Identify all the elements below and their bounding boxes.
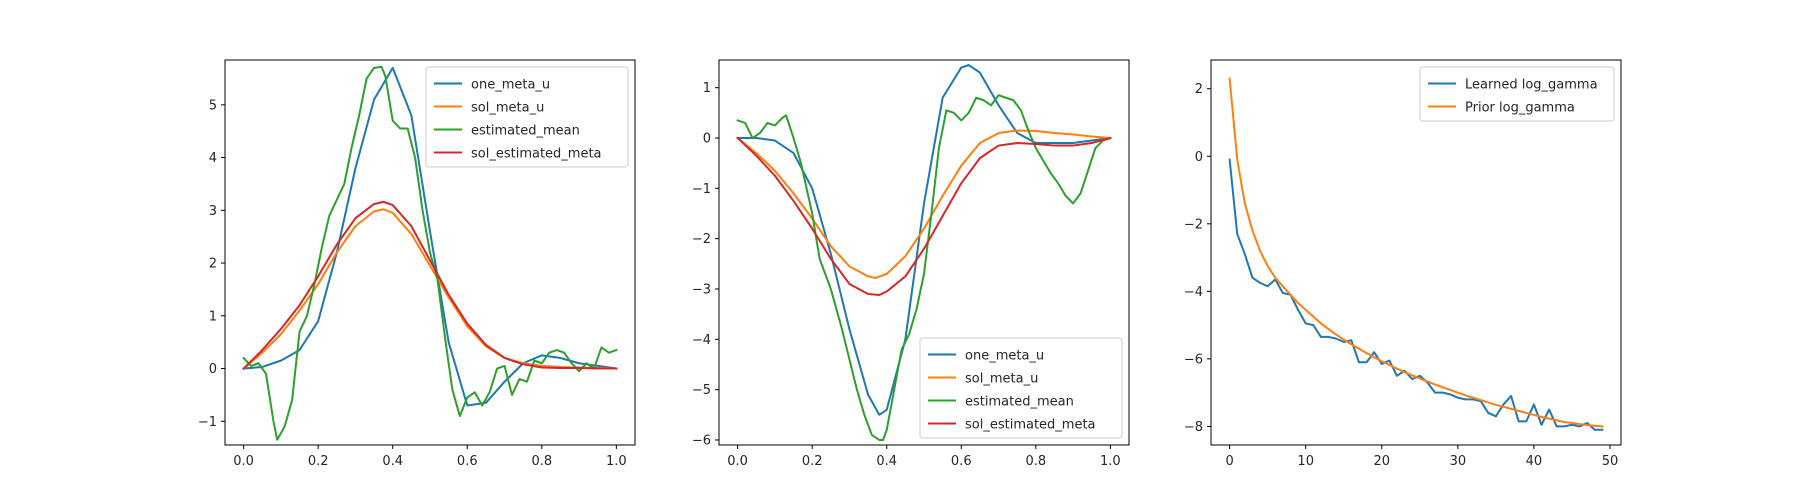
x-tick-label: 0.6 (951, 454, 972, 469)
y-tick-label: −5 (692, 383, 711, 398)
series-line-1 (242, 66, 618, 407)
x-tick-label: 1.0 (606, 454, 627, 469)
series-line-4 (242, 200, 618, 370)
y-tick-label: 4 (209, 151, 217, 166)
x-tick-label: 0.2 (802, 454, 823, 469)
y-tick-label: −4 (1184, 285, 1203, 300)
series-line-2 (1228, 77, 1604, 428)
legend-label: estimated_mean (965, 395, 1074, 410)
legend: one_meta_u sol_meta_u estimated_mean sol_es… (919, 337, 1123, 439)
x-tick-label: 10 (1297, 454, 1314, 469)
legend-label: one_meta_u (965, 349, 1044, 364)
legend-box (919, 337, 1123, 439)
series-line-2 (736, 129, 1112, 279)
x-tick-label: 0.8 (1025, 454, 1046, 469)
x-tick-label: 30 (1450, 454, 1467, 469)
x-tick-label: 40 (1526, 454, 1543, 469)
series-line-3 (736, 94, 1112, 441)
y-tick-label: 0 (1195, 150, 1203, 165)
y-tick-label: 0 (209, 362, 217, 377)
y-tick-label: −2 (1184, 217, 1203, 232)
legend-label: estimated_mean (471, 124, 580, 139)
series-line-3 (242, 65, 618, 441)
y-tick-label: −8 (1184, 420, 1203, 435)
axes-frame (224, 59, 636, 446)
y-tick-label: −6 (1184, 352, 1203, 367)
y-tick-label: 5 (209, 98, 217, 113)
legend-label: sol_meta_u (471, 101, 544, 116)
y-tick-label: 1 (703, 81, 711, 96)
legend-label: sol_estimated_meta (471, 147, 602, 162)
legend-label: Prior log_gamma (1465, 101, 1575, 116)
series-line-1 (1228, 158, 1604, 431)
legend: one_meta_u sol_meta_u estimated_mean sol_es… (425, 66, 629, 168)
x-tick-label: 0 (1225, 454, 1233, 469)
legend-label: sol_meta_u (965, 372, 1038, 387)
x-tick-label: 0.0 (233, 454, 254, 469)
x-tick-label: 1.0 (1100, 454, 1121, 469)
axes-frame (1210, 59, 1622, 446)
legend-box (1419, 66, 1615, 122)
y-tick-label: 2 (1195, 82, 1203, 97)
y-tick-label: −2 (692, 232, 711, 247)
axes-frame (718, 59, 1130, 446)
y-tick-label: −1 (198, 415, 217, 430)
y-tick-label: 3 (209, 204, 217, 219)
y-tick-label: 1 (209, 309, 217, 324)
y-tick-label: −3 (692, 282, 711, 297)
series-line-4 (736, 136, 1112, 297)
y-tick-label: −1 (692, 182, 711, 197)
axes-3: 0 10 20 30 40 50 −8 −6 −4 −2 0 2 Learned log_gamma Pr… (1184, 59, 1622, 469)
axes-2: 0.0 0.2 0.4 0.6 0.8 1.0 −6 −5 −4 −3 −2 −1 0 1 one_meta… (692, 59, 1130, 469)
x-tick-label: 0.2 (308, 454, 329, 469)
x-tick-label: 0.4 (876, 454, 897, 469)
x-tick-label: 50 (1602, 454, 1619, 469)
x-tick-label: 0.4 (382, 454, 403, 469)
y-tick-label: 0 (703, 132, 711, 147)
x-tick-label: 20 (1373, 454, 1390, 469)
y-tick-label: 2 (209, 257, 217, 272)
legend-label: Learned log_gamma (1465, 78, 1598, 93)
axes-1: 0.0 0.2 0.4 0.6 0.8 1.0 −1 0 1 2 3 4 5 one_meta_u sol_… (198, 59, 636, 469)
y-tick-label: −6 (692, 433, 711, 448)
legend: Learned log_gamma Prior log_gamma (1419, 66, 1615, 122)
x-tick-label: 0.0 (727, 454, 748, 469)
legend-label: one_meta_u (471, 78, 550, 93)
legend-label: sol_estimated_meta (965, 418, 1096, 433)
legend-box (425, 66, 629, 168)
x-tick-label: 0.6 (457, 454, 478, 469)
series-line-2 (242, 208, 618, 370)
series-line-1 (736, 64, 1112, 416)
x-tick-label: 0.8 (531, 454, 552, 469)
y-tick-label: −4 (692, 333, 711, 348)
